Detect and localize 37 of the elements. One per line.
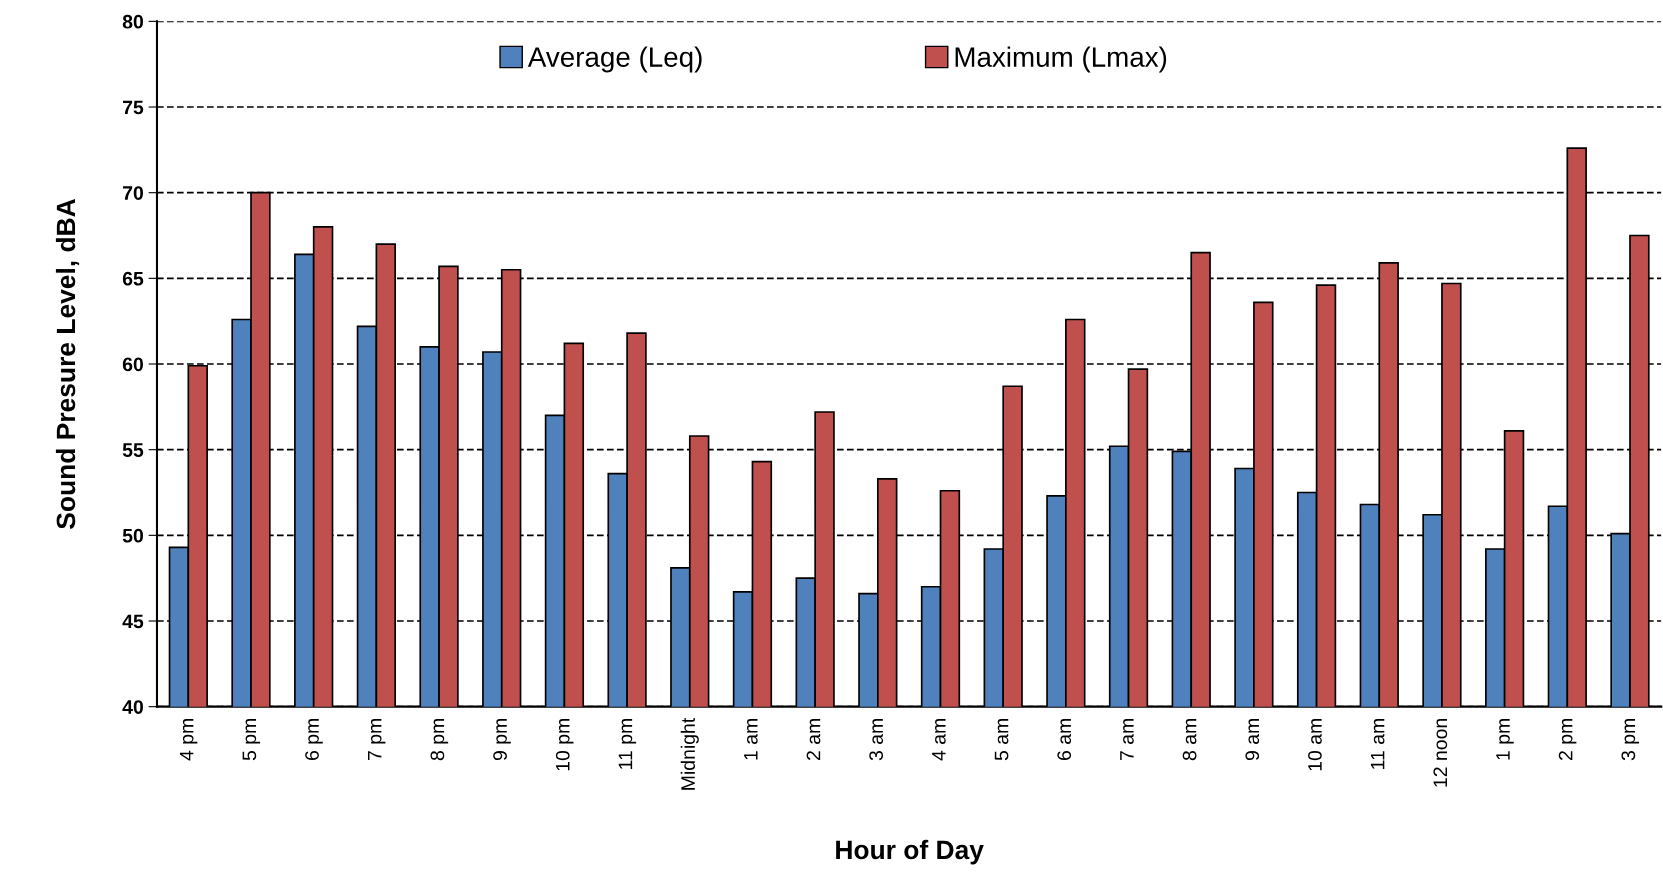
x-tick-label: 2 pm <box>1558 719 1577 761</box>
x-tick-label: 5 am <box>994 719 1009 761</box>
x-tick-label: 12 noon <box>1433 719 1448 787</box>
x-tick-label: 6 am <box>1057 719 1072 761</box>
x-tick-label: 5 pm <box>242 719 261 761</box>
x-tick-label: 4 pm <box>179 719 198 761</box>
x-tick-label: 1 pm <box>1496 719 1514 760</box>
x-tick-label: 6 pm <box>305 719 323 761</box>
x-tick-label: 11 am <box>1370 719 1385 769</box>
x-tick-label: 8 am <box>1182 719 1197 761</box>
y-tick-label: 50 <box>122 528 143 543</box>
x-tick-label: 11 pm <box>618 719 637 769</box>
y-tick-label: 75 <box>123 100 144 115</box>
x-tick-label: 8 pm <box>430 719 449 761</box>
y-tick-label: 55 <box>122 443 144 457</box>
y-tick-label: 40 <box>122 700 143 714</box>
x-tick-label: 10 am <box>1308 719 1322 771</box>
x-tick-label: 7 am <box>1120 719 1134 760</box>
x-tick-label: Midnight <box>680 717 699 790</box>
y-tick-label: 60 <box>122 357 143 372</box>
x-axis-title: Hour of Day <box>836 839 984 865</box>
x-tick-label: 9 pm <box>493 719 511 761</box>
x-tick-label: 1 am <box>744 719 758 760</box>
x-tick-label: 2 am <box>806 719 821 761</box>
x-tick-label: 3 am <box>869 719 884 761</box>
y-tick-label: 80 <box>122 14 143 29</box>
y-tick-label: 65 <box>122 271 144 286</box>
x-tick-label: 10 pm <box>555 719 574 771</box>
y-tick-label: 45 <box>122 614 144 629</box>
legend-label: Maximum (Lmax) <box>955 46 1167 73</box>
y-axis-title: Sound Presure Level, dBA <box>55 198 80 529</box>
x-tick-label: 7 pm <box>368 719 386 760</box>
y-tick-label: 70 <box>123 186 143 200</box>
x-tick-label: 9 am <box>1245 719 1260 761</box>
legend-label: Average (Leq) <box>527 46 702 73</box>
x-tick-label: 4 am <box>932 719 946 761</box>
x-tick-label: 3 pm <box>1621 719 1640 761</box>
